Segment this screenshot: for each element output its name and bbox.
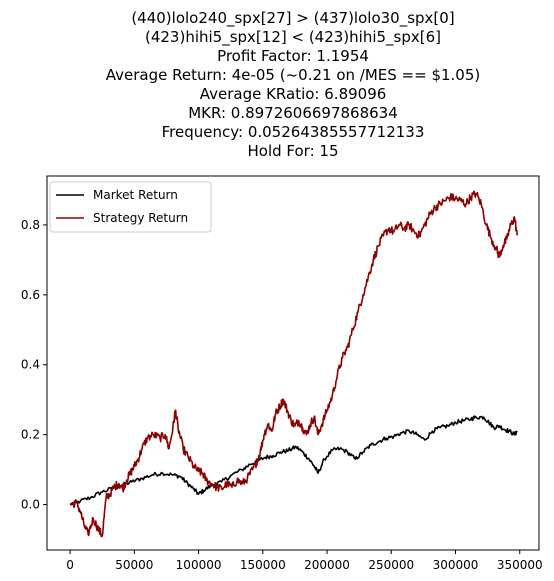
title-line-4: Average KRatio: 6.89096 [200, 85, 387, 103]
x-tick-label: 200000 [304, 558, 350, 572]
legend-box [49, 181, 212, 233]
title-line-2: Profit Factor: 1.1954 [217, 47, 369, 65]
x-tick-label: 250000 [368, 558, 414, 572]
x-tick-label: 50000 [115, 558, 153, 572]
title-line-5: MKR: 0.8972606697868634 [188, 104, 398, 122]
legend-label-strategy-return: Strategy Return [93, 211, 188, 225]
y-tick-label: 0.8 [21, 218, 40, 232]
y-tick-label: 0.0 [21, 498, 40, 512]
title-line-7: Hold For: 15 [248, 142, 339, 160]
series-line-market-return [69, 415, 518, 506]
y-tick-label: 0.2 [21, 428, 40, 442]
x-tick-label: 0 [66, 558, 74, 572]
title-line-6: Frequency: 0.05264385557712133 [162, 123, 425, 141]
plot-frame [46, 175, 540, 551]
x-tick-label: 350000 [497, 558, 543, 572]
chart-title: (440)lolo240_spx[27] > (437)lolo30_spx[0… [106, 9, 481, 160]
y-axis: 0.0 0.2 0.4 0.6 0.8 [21, 218, 47, 512]
plot-area: 0 50000 100000 150000 200000 250000 300000 3500… [21, 175, 543, 572]
x-tick-label: 100000 [176, 558, 222, 572]
title-line-1: (423)hihi5_spx[12] < (423)hihi5_spx[6] [145, 28, 441, 47]
y-tick-label: 0.6 [21, 288, 40, 302]
series-line-strategy-return [69, 190, 518, 538]
series-group [69, 190, 518, 538]
x-tick-label: 300000 [433, 558, 479, 572]
legend: Market Return Strategy Return [49, 181, 212, 233]
y-tick-label: 0.4 [21, 358, 40, 372]
title-line-3: Average Return: 4e-05 (~0.21 on /MES == … [106, 66, 481, 84]
x-tick-label: 150000 [240, 558, 286, 572]
title-line-0: (440)lolo240_spx[27] > (437)lolo30_spx[0… [131, 9, 454, 28]
x-axis: 0 50000 100000 150000 200000 250000 300000 3500… [66, 550, 543, 572]
legend-label-market-return: Market Return [93, 188, 178, 202]
